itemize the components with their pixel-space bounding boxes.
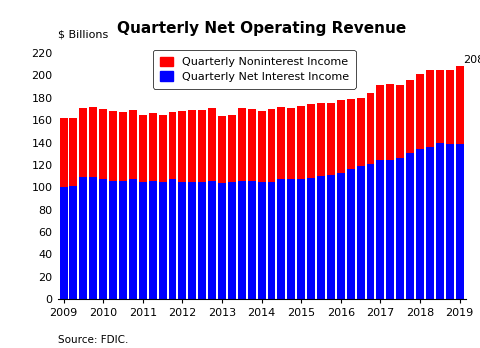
Bar	[139, 182, 147, 299]
Bar	[158, 114, 167, 182]
Title: Quarterly Net Operating Revenue: Quarterly Net Operating Revenue	[117, 22, 406, 37]
Bar	[79, 177, 87, 299]
Bar	[386, 84, 394, 160]
Text: Source: FDIC.: Source: FDIC.	[58, 334, 128, 345]
Bar	[357, 98, 365, 166]
Bar	[267, 109, 276, 182]
Bar	[347, 99, 355, 169]
Bar	[228, 114, 236, 182]
Bar	[456, 66, 464, 144]
Bar	[258, 111, 265, 182]
Bar	[446, 70, 454, 144]
Bar	[119, 181, 127, 299]
Bar	[218, 183, 226, 299]
Bar	[258, 182, 265, 299]
Bar	[89, 107, 97, 177]
Bar	[327, 175, 335, 299]
Bar	[208, 108, 216, 181]
Bar	[307, 179, 315, 299]
Bar	[109, 181, 117, 299]
Bar	[70, 118, 77, 186]
Bar	[426, 147, 434, 299]
Bar	[109, 111, 117, 181]
Bar	[337, 100, 345, 173]
Bar	[446, 144, 454, 299]
Bar	[456, 144, 464, 299]
Bar	[416, 149, 424, 299]
Bar	[208, 181, 216, 299]
Bar	[267, 182, 276, 299]
Bar	[228, 182, 236, 299]
Bar	[158, 182, 167, 299]
Bar	[168, 180, 177, 299]
Bar	[99, 180, 107, 299]
Bar	[347, 169, 355, 299]
Bar	[198, 182, 206, 299]
Bar	[179, 111, 186, 182]
Bar	[426, 70, 434, 147]
Bar	[386, 160, 394, 299]
Bar	[248, 181, 256, 299]
Bar	[129, 180, 137, 299]
Bar	[119, 112, 127, 181]
Bar	[89, 177, 97, 299]
Bar	[79, 108, 87, 177]
Bar	[248, 109, 256, 181]
Bar	[277, 107, 286, 180]
Bar	[149, 181, 156, 299]
Bar	[99, 109, 107, 180]
Bar	[60, 187, 68, 299]
Legend: Quarterly Noninterest Income, Quarterly Net Interest Income: Quarterly Noninterest Income, Quarterly …	[153, 50, 356, 88]
Bar	[307, 104, 315, 179]
Bar	[168, 112, 177, 180]
Text: 208.2: 208.2	[463, 55, 480, 65]
Bar	[218, 116, 226, 183]
Bar	[317, 176, 325, 299]
Bar	[327, 103, 335, 175]
Bar	[188, 110, 196, 182]
Text: $ Billions: $ Billions	[58, 29, 108, 39]
Bar	[188, 182, 196, 299]
Bar	[317, 103, 325, 176]
Bar	[297, 105, 305, 180]
Bar	[367, 93, 374, 164]
Bar	[436, 70, 444, 143]
Bar	[198, 110, 206, 182]
Bar	[396, 85, 404, 158]
Bar	[179, 182, 186, 299]
Bar	[357, 166, 365, 299]
Bar	[149, 113, 156, 181]
Bar	[416, 74, 424, 149]
Bar	[376, 160, 384, 299]
Bar	[139, 114, 147, 182]
Bar	[297, 180, 305, 299]
Bar	[337, 173, 345, 299]
Bar	[376, 85, 384, 160]
Bar	[129, 110, 137, 180]
Bar	[238, 108, 246, 181]
Bar	[436, 143, 444, 299]
Bar	[277, 180, 286, 299]
Bar	[60, 118, 68, 187]
Bar	[396, 158, 404, 299]
Bar	[367, 164, 374, 299]
Bar	[238, 181, 246, 299]
Bar	[406, 80, 414, 153]
Bar	[406, 153, 414, 299]
Bar	[288, 180, 295, 299]
Bar	[70, 186, 77, 299]
Bar	[288, 108, 295, 180]
